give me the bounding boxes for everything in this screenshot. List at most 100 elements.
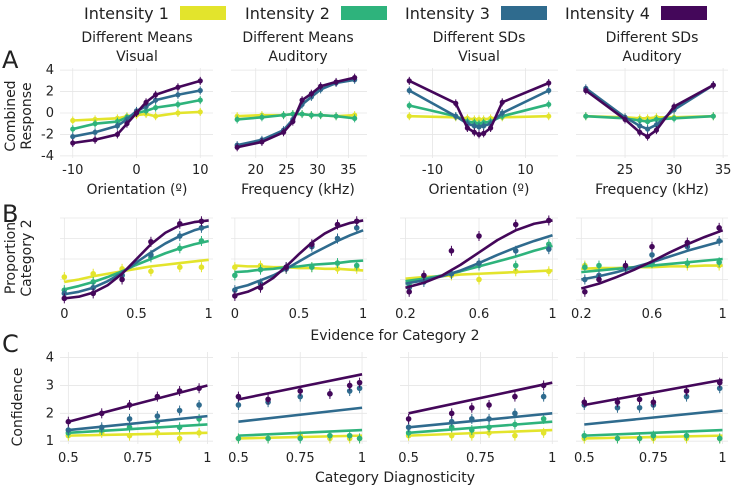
data-point	[596, 262, 602, 269]
data-point	[334, 266, 341, 272]
data-point	[232, 287, 238, 293]
legend-swatch-2	[341, 6, 387, 20]
data-point	[356, 435, 363, 442]
data-point	[176, 388, 183, 394]
data-point	[683, 393, 690, 400]
x-tick-label: 0.6	[642, 307, 663, 322]
data-point	[309, 264, 315, 271]
row-b-ylabel-2: Category 2	[19, 219, 35, 296]
data-point	[583, 113, 589, 119]
row-a-ylabel-1: Combined	[3, 80, 19, 151]
data-point	[197, 97, 203, 103]
legend-label-1: Intensity 1	[84, 4, 169, 23]
fit-curve-2	[234, 259, 364, 274]
data-point	[453, 113, 459, 119]
data-point	[421, 272, 427, 279]
data-point	[405, 430, 412, 436]
x-tick-label: 25	[278, 163, 295, 178]
data-point	[235, 402, 242, 408]
x-tick-label: 0.75	[286, 451, 315, 466]
data-point	[333, 79, 339, 85]
data-point	[710, 113, 716, 119]
y-tick-label: 4	[46, 63, 54, 78]
data-point	[70, 117, 76, 124]
data-point	[476, 233, 482, 239]
y-tick-label: -2	[41, 127, 54, 142]
data-point	[176, 435, 183, 442]
fit-line-2	[68, 423, 208, 435]
x-tick-label: 0.6	[469, 307, 490, 322]
data-point	[546, 268, 552, 275]
data-point	[716, 379, 723, 386]
data-point	[177, 220, 183, 227]
data-point	[280, 112, 287, 118]
data-point	[309, 241, 315, 248]
x-tick-label: 1	[203, 451, 211, 466]
data-point	[405, 424, 412, 431]
panel-a4: 25 30 35	[576, 68, 731, 178]
data-point	[259, 114, 265, 120]
fit-curve-4	[64, 219, 209, 300]
data-point	[488, 125, 494, 131]
x-tick-label: 1	[719, 307, 727, 322]
fit-line-4	[68, 384, 208, 423]
data-point	[671, 103, 677, 110]
data-point	[540, 430, 547, 436]
data-point	[710, 82, 716, 88]
data-point	[153, 105, 159, 111]
col-title-1-line2: Visual	[116, 49, 158, 65]
x-tick-label: 1	[358, 451, 366, 466]
panel-c2: 0.5 0.75 1	[228, 352, 367, 466]
data-point	[406, 78, 412, 84]
data-point	[406, 289, 412, 295]
data-point	[546, 217, 552, 224]
data-point	[448, 418, 455, 425]
data-point	[346, 388, 353, 394]
data-point	[486, 430, 492, 436]
data-point	[232, 272, 238, 279]
panel-a3: -10 0 10	[400, 68, 558, 178]
data-point	[512, 432, 518, 439]
fit-line-2	[408, 420, 553, 435]
col-title-3-line1: Different SDs	[433, 30, 526, 46]
data-point	[308, 91, 314, 97]
data-point	[70, 140, 76, 146]
row-letter-b: B	[2, 200, 18, 228]
y-tick-label: 2	[46, 406, 54, 421]
data-point	[334, 260, 341, 266]
row-c-ylabel: Confidence	[10, 368, 26, 447]
data-point	[234, 116, 240, 123]
fit-line-2	[238, 428, 363, 437]
data-point	[196, 402, 202, 408]
data-point	[259, 139, 265, 145]
panel-c4: 0.5 0.75 1	[574, 352, 728, 466]
data-point	[649, 252, 655, 258]
data-point	[406, 87, 412, 94]
x-tick-label: 1	[359, 307, 367, 322]
series-line-4	[236, 76, 355, 149]
data-point	[486, 416, 492, 422]
xlabel-a2: Frequency (kHz)	[241, 182, 355, 198]
data-point	[92, 116, 98, 123]
data-point	[716, 385, 723, 392]
data-point	[481, 130, 487, 136]
column-titles: Different Means Visual Different Means A…	[81, 30, 698, 65]
data-point	[154, 413, 161, 419]
data-point	[148, 238, 154, 245]
data-point	[650, 432, 657, 439]
data-point	[453, 100, 459, 106]
data-point	[143, 99, 149, 105]
data-point	[197, 109, 203, 115]
data-point	[486, 424, 492, 431]
data-point	[653, 122, 660, 128]
data-point	[476, 124, 482, 130]
data-point	[308, 112, 314, 118]
data-point	[299, 97, 305, 103]
data-point	[476, 116, 482, 123]
data-point	[126, 402, 133, 408]
data-point	[499, 99, 505, 105]
x-tick-label: 0.5	[126, 307, 147, 322]
x-tick-label: 0.2	[395, 307, 416, 322]
x-tick-label: 0.5	[398, 451, 419, 466]
